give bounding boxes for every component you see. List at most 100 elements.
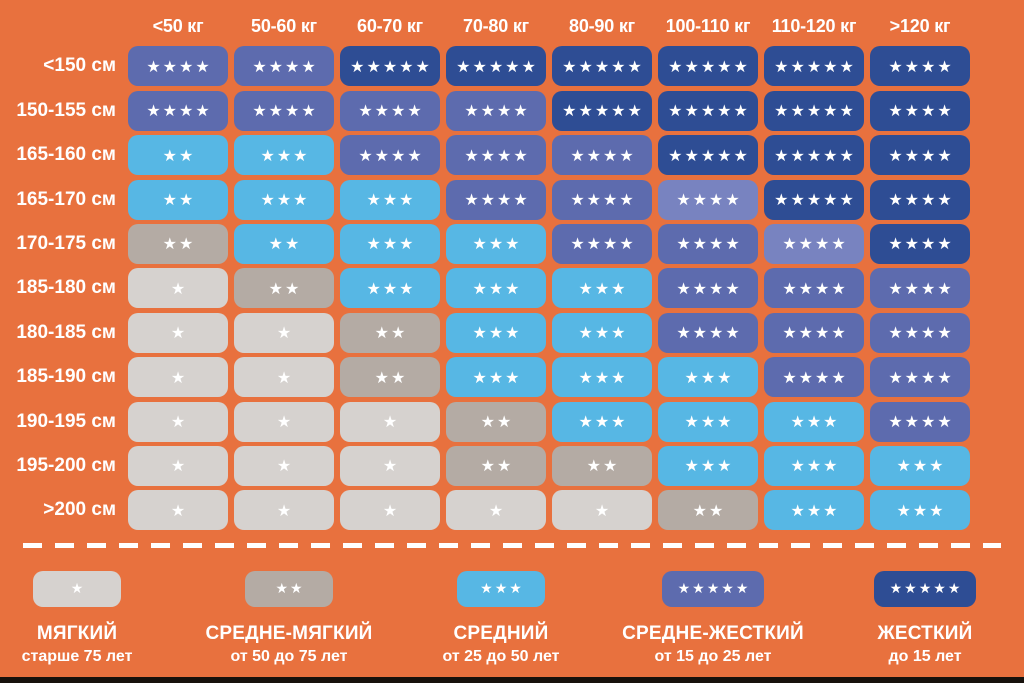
grid-cell: ★★★: [764, 401, 864, 442]
grid-cell: ★★: [446, 401, 546, 442]
row-label-height: 150-155 см: [16, 99, 116, 121]
legend-chip: ★: [33, 571, 121, 608]
legend-subtitle: до 15 лет: [888, 648, 962, 666]
grid-cell: ★★: [658, 490, 758, 531]
grid-cell: ★★★★: [658, 312, 758, 353]
grid-cell: ★★★: [764, 490, 864, 531]
legend-subtitle: старше 75 лет: [21, 648, 133, 666]
grid-cell: ★★★: [870, 490, 970, 531]
grid-cell: ★★: [340, 312, 440, 353]
grid-cell: ★★★★★: [764, 90, 864, 131]
legend-title: СРЕДНЕ-ЖЕСТКИЙ: [622, 623, 804, 645]
grid-cell: ★★★: [234, 135, 334, 176]
legend-title: СРЕДНИЙ: [453, 623, 549, 645]
legend: ★ МЯГКИЙ старше 75 лет ★★ СРЕДНЕ-МЯГКИЙ от 50…: [0, 571, 1024, 666]
legend-title: ЖЕСТКИЙ: [877, 623, 973, 645]
legend-chip: ★★: [245, 571, 333, 608]
grid-cell: ★★★★: [870, 268, 970, 309]
grid-cell: ★: [234, 445, 334, 486]
grid-cell: ★: [234, 357, 334, 398]
column-header-weight: 80-90 кг: [569, 15, 635, 36]
grid-cell: ★★★: [446, 357, 546, 398]
grid-cell: ★★★★: [234, 46, 334, 87]
grid-cell: ★: [128, 445, 228, 486]
row-label-height: 180-185 см: [16, 321, 116, 343]
column-header-weight: 110-120 кг: [771, 15, 857, 36]
bottom-bar: [0, 677, 1024, 683]
grid-cell: ★: [552, 490, 652, 531]
row-label-height: 165-170 см: [16, 188, 116, 210]
column-header-weight: 60-70 кг: [357, 15, 423, 36]
grid-cell: ★: [128, 401, 228, 442]
grid-cell: ★★★★★: [446, 46, 546, 87]
grid-cell: ★★★: [658, 401, 758, 442]
grid-cell: ★★★★: [658, 223, 758, 264]
grid-cell: ★★★★★: [552, 90, 652, 131]
grid-cell: ★★★★★: [764, 179, 864, 220]
row-label-height: <150 см: [43, 55, 116, 77]
grid-cell: ★★★: [446, 312, 546, 353]
grid-cell: ★★★: [764, 445, 864, 486]
legend-title: МЯГКИЙ: [36, 623, 118, 645]
legend-item: ★★★ СРЕДНИЙ от 25 до 50 лет: [395, 571, 607, 666]
grid-cell: ★★★★: [128, 46, 228, 87]
grid-cell: ★: [128, 312, 228, 353]
grid-cell: ★: [340, 401, 440, 442]
column-header-weight: <50 кг: [152, 15, 204, 36]
legend-subtitle: от 15 до 25 лет: [654, 648, 772, 666]
legend-chip: ★★★★★: [661, 571, 765, 608]
grid-cell: ★: [128, 357, 228, 398]
grid-cell: ★★★★: [128, 90, 228, 131]
legend-chip: ★★★★★: [873, 571, 977, 608]
grid-cell: ★★★: [658, 357, 758, 398]
grid-cell: ★★★★: [870, 223, 970, 264]
row-label-height: 190-195 см: [16, 410, 116, 432]
legend-item: ★★★★★ ЖЕСТКИЙ до 15 лет: [819, 571, 1024, 666]
grid-cell: ★★★★: [340, 90, 440, 131]
grid-cell: ★★★★★: [658, 135, 758, 176]
grid-cell: ★★★★: [658, 179, 758, 220]
legend-title: СРЕДНЕ-МЯГКИЙ: [205, 623, 373, 645]
grid-cell: ★★★★: [234, 90, 334, 131]
legend-item: ★ МЯГКИЙ старше 75 лет: [0, 571, 183, 666]
legend-subtitle: от 50 до 75 лет: [230, 648, 348, 666]
grid-cell: ★★★★: [870, 312, 970, 353]
legend-chip: ★★★: [457, 571, 545, 608]
mattress-firmness-infographic: <50 кг 50-60 кг 60-70 кг 70-80 кг 80-90 кг 10…: [0, 15, 1024, 683]
grid-cell: ★★★★★: [340, 46, 440, 87]
grid-cell: ★★★★: [764, 312, 864, 353]
grid-cell: ★: [128, 268, 228, 309]
grid-cell: ★★★★★: [658, 90, 758, 131]
grid-cell: ★: [446, 490, 546, 531]
grid-cell: ★★★★★: [764, 135, 864, 176]
grid-cell: ★: [128, 490, 228, 531]
row-label-height: 195-200 см: [16, 454, 116, 476]
grid-cell: ★★★★: [870, 357, 970, 398]
legend-item: ★★★★★ СРЕДНЕ-ЖЕСТКИЙ от 15 до 25 лет: [607, 571, 819, 666]
column-header-weight: 70-80 кг: [463, 15, 529, 36]
grid-cell: ★★★★★: [764, 46, 864, 87]
grid-cell: ★★★: [340, 179, 440, 220]
grid-cell: ★★★★: [870, 46, 970, 87]
grid-cell: ★★★★: [552, 223, 652, 264]
grid-cell: ★★★★: [870, 179, 970, 220]
grid-cell: ★★★★: [658, 268, 758, 309]
row-label-height: 185-190 см: [16, 366, 116, 388]
row-label-height: 185-180 см: [16, 277, 116, 299]
grid-cell: ★: [234, 490, 334, 531]
grid-cell: ★★: [128, 179, 228, 220]
grid-cell: ★★★★: [446, 90, 546, 131]
row-label-height: 165-160 см: [16, 144, 116, 166]
row-label-height: 170-175 см: [16, 232, 116, 254]
grid-cell: ★★★★: [764, 268, 864, 309]
grid-cell: ★: [234, 312, 334, 353]
grid-cell: ★★★: [446, 268, 546, 309]
grid-cell: ★★: [552, 445, 652, 486]
grid-cell: ★: [340, 445, 440, 486]
grid-cell: ★★★: [234, 179, 334, 220]
grid-cell: ★★★★: [446, 135, 546, 176]
column-header-weight: >120 кг: [889, 15, 951, 36]
grid-cell: ★★: [128, 135, 228, 176]
column-header-weight: 100-110 кг: [665, 15, 751, 36]
grid-cell: ★★★★: [764, 223, 864, 264]
